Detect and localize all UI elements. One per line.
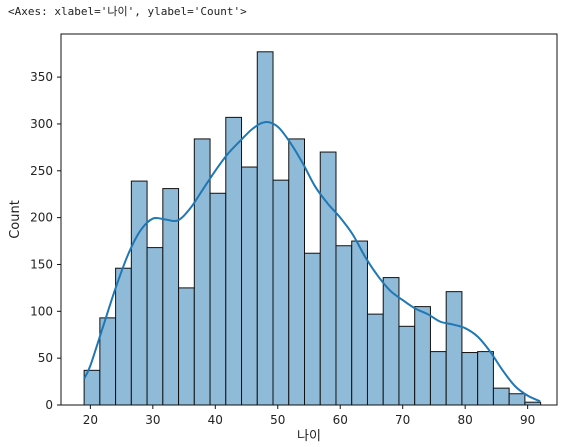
histogram-bar [115,267,132,406]
histogram-bar [477,351,494,406]
x-tick-label: 40 [208,413,223,427]
y-tick-label: 150 [30,257,53,271]
histogram-bar [130,180,148,406]
histogram-bar [288,138,306,406]
histogram-bar [178,287,195,406]
histogram-bar [398,325,416,406]
histogram-bar [351,240,368,406]
histogram-bar [319,151,337,406]
histogram-bar [414,306,431,406]
histogram-bars [83,51,542,406]
histogram-bar [492,387,510,406]
histogram-bar [508,393,526,406]
y-tick-label: 200 [30,211,53,225]
y-tick-label: 350 [30,70,53,84]
histogram-bar [193,138,211,406]
x-tick-label: 30 [145,413,160,427]
y-axis: 0 50 100 150 200 250 300 350 [30,70,61,412]
histogram-bar [256,51,274,406]
histogram-bar [335,245,353,406]
y-tick-label: 50 [38,351,53,365]
kde-curve [83,121,541,403]
axes-repr-text: <Axes: xlabel='나이', ylabel='Count'> [8,5,247,18]
x-tick-label: 20 [83,413,98,427]
x-tick-label: 80 [458,413,473,427]
histogram-bar [445,291,463,406]
histogram-bar [272,179,290,406]
histogram-bar [225,116,243,406]
y-axis-label: Count [8,200,23,239]
histogram-bar [461,352,479,406]
y-tick-label: 300 [30,117,53,131]
histogram-bar [304,252,321,406]
x-tick-label: 60 [333,413,348,427]
histogram-bar [366,313,384,406]
y-tick-label: 250 [30,164,53,178]
x-axis-label: 나이 [297,429,321,444]
histogram-bar [209,192,227,406]
x-tick-label: 50 [270,413,285,427]
y-tick-label: 0 [45,398,53,412]
y-tick-label: 100 [30,304,53,318]
histogram-bar [146,247,164,406]
histogram-bar [524,401,542,406]
x-axis: 20 30 40 50 60 70 80 90 [83,405,535,427]
histogram-bar [429,351,447,406]
histogram-bar [241,166,258,406]
x-tick-label: 70 [395,413,410,427]
x-tick-label: 90 [520,413,535,427]
